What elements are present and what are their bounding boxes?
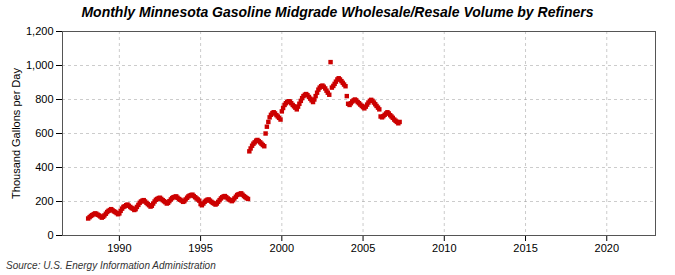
svg-text:1995: 1995 [188,242,212,254]
svg-text:1,200: 1,200 [26,25,54,37]
svg-text:600: 600 [35,127,53,139]
svg-text:2010: 2010 [432,242,456,254]
svg-text:1990: 1990 [107,242,131,254]
html-text:Monthly Minnesota Gasoline Mid: Monthly Minnesota Gasoline Midgrade Whol… [81,4,594,20]
svg-text:1,000: 1,000 [26,59,54,71]
svg-text:Thousand Gallons per Day: Thousand Gallons per Day [10,68,22,199]
svg-text:2015: 2015 [513,242,537,254]
svg-text:2000: 2000 [270,242,294,254]
svg-text:2020: 2020 [595,242,619,254]
html-text:Source: U.S. Energy Informatio: Source: U.S. Energy Information Administ… [6,260,216,271]
svg-text:400: 400 [35,161,53,173]
svg-text:200: 200 [35,195,53,207]
svg-text:800: 800 [35,93,53,105]
svg-text:2005: 2005 [351,242,375,254]
svg-text:0: 0 [47,229,53,241]
